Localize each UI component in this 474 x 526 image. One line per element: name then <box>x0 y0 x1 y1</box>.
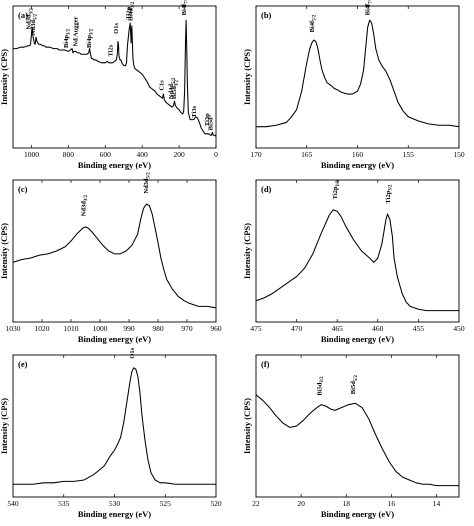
peak-label: Ti2p <box>126 6 133 19</box>
x-tick-label: 14 <box>433 499 441 508</box>
x-tick-label: 525 <box>160 499 172 508</box>
peak-label: Bi4p3/2 <box>86 28 95 48</box>
x-tick-label: 1010 <box>64 324 79 333</box>
x-tick-label: 16 <box>388 499 396 508</box>
x-axis-label: Binding energy (eV) <box>321 509 394 519</box>
spectrum-line <box>256 19 460 128</box>
plot-frame <box>255 354 460 498</box>
peak-label: Bi4d3/2 <box>128 1 137 21</box>
peak-label: Nd4d5/2 <box>168 77 177 99</box>
x-axis-label: Binding energy (eV) <box>78 160 151 170</box>
peak-label: Nd3d5/2 <box>143 172 152 194</box>
x-tick-label: 400 <box>137 150 149 159</box>
panel-label: (f) <box>261 359 270 369</box>
peak-label: Bi4f7/2 <box>365 0 374 15</box>
peak-label: Ti2s <box>108 44 115 56</box>
panel-label: (c) <box>18 184 28 194</box>
spectrum-line <box>255 394 459 487</box>
x-tick-label: 970 <box>181 324 193 333</box>
panel-b: 170 165 160 155 150 Binding energy (eV) Intens… <box>242 0 465 170</box>
panel-label: (b) <box>261 10 272 20</box>
panel-label: (e) <box>18 359 28 369</box>
peak-label: Nd3d3/2 <box>26 8 35 30</box>
peak-label: Bi4p1/2 <box>63 28 72 48</box>
x-tick-label: 800 <box>63 150 75 159</box>
panel-c: 1030 1020 1010 1000 990 980 970 960 Binding ener… <box>0 172 222 344</box>
peak-label: Bi5d <box>207 117 214 130</box>
x-tick-label: 1000 <box>93 324 108 333</box>
x-tick-label: 600 <box>100 150 112 159</box>
x-tick-label: 18 <box>342 499 350 508</box>
y-axis-label: Intensity (CPS) <box>0 223 9 279</box>
x-tick-label: 1030 <box>6 324 21 333</box>
plot-frame <box>255 5 460 149</box>
x-tick-label: 0 <box>214 150 218 159</box>
x-tick-label: 160 <box>352 150 364 159</box>
plot-frame <box>12 354 217 498</box>
peak-label: Bi4f5/2 <box>309 14 318 32</box>
x-tick-label: 465 <box>332 324 344 333</box>
peak-label: Bi5d3/2 <box>316 376 325 396</box>
plot-frame <box>12 5 217 149</box>
peak-label: Nd Augger <box>73 16 80 46</box>
x-tick-label: 165 <box>301 150 313 159</box>
peak-label: Ti3p <box>204 113 211 126</box>
peak-label: Bi4f7/2 <box>181 0 190 15</box>
x-tick-label: 200 <box>173 150 185 159</box>
x-tick-label: 990 <box>123 324 135 333</box>
peak-label: Ti3s <box>191 105 198 117</box>
peak-label: O1s <box>129 347 136 358</box>
peak-label: Bi5d3/2 <box>171 79 180 99</box>
plot-frame <box>255 179 460 323</box>
peak-label: Nd3d3/2 <box>81 194 90 216</box>
x-tick-label: 20 <box>297 499 305 508</box>
plot-frame <box>12 179 217 323</box>
peak-label: Ti2p3/2 <box>385 184 394 204</box>
spectrum-line <box>13 19 217 137</box>
y-axis-label: Intensity (CPS) <box>242 398 252 454</box>
y-axis-label: Intensity (CPS) <box>0 49 9 105</box>
panel-e: 540 535 530 525 520 Binding energy (eV) Intens… <box>0 347 222 519</box>
peak-label: C1s <box>158 80 165 91</box>
spectrum-line <box>12 203 217 309</box>
peak-label: Nd3d5/2 <box>30 13 39 35</box>
x-axis-label: Binding energy (eV) <box>78 509 151 519</box>
x-tick-label: 535 <box>58 499 70 508</box>
spectrum-line <box>255 209 459 312</box>
x-axis-label: Binding energy (eV) <box>321 160 394 170</box>
y-axis-label: Intensity (CPS) <box>0 398 9 454</box>
panel-a: 1000 800 600 400 200 0 Binding energy (eV) Inte… <box>0 0 218 170</box>
x-tick-label: 150 <box>453 150 465 159</box>
spectrum-line <box>13 367 216 485</box>
x-tick-label: 460 <box>372 324 384 333</box>
x-tick-label: 470 <box>291 324 303 333</box>
x-tick-label: 170 <box>250 150 262 159</box>
x-axis-label: Binding energy (eV) <box>321 334 394 344</box>
peak-label: Bi5d5/2 <box>350 374 359 394</box>
peak-label: Ti2p1/2 <box>332 180 341 200</box>
x-tick-label: 520 <box>210 499 222 508</box>
x-tick-label: 1000 <box>24 150 39 159</box>
panel-label: (a) <box>18 10 28 20</box>
x-tick-label: 540 <box>7 499 19 508</box>
peak-label: O1s <box>113 23 120 34</box>
x-tick-label: 980 <box>152 324 164 333</box>
x-tick-label: 22 <box>252 499 260 508</box>
x-tick-label: 960 <box>210 324 222 333</box>
panel-f: 22 20 18 16 14 Binding energy (eV) Intensity (… <box>242 354 460 519</box>
y-axis-label: Intensity (CPS) <box>242 223 252 279</box>
x-tick-label: 455 <box>413 324 425 333</box>
y-axis-label: Intensity (CPS) <box>242 49 252 105</box>
x-tick-label: 155 <box>403 150 415 159</box>
x-axis-label: Binding energy (eV) <box>78 334 151 344</box>
x-tick-label: 530 <box>109 499 121 508</box>
panel-d: 475 470 465 460 455 450 Binding energy (eV) Int… <box>242 179 465 344</box>
x-tick-label: 475 <box>250 324 262 333</box>
panel-label: (d) <box>261 184 272 194</box>
x-tick-label: 1020 <box>35 324 50 333</box>
x-tick-label: 450 <box>453 324 465 333</box>
